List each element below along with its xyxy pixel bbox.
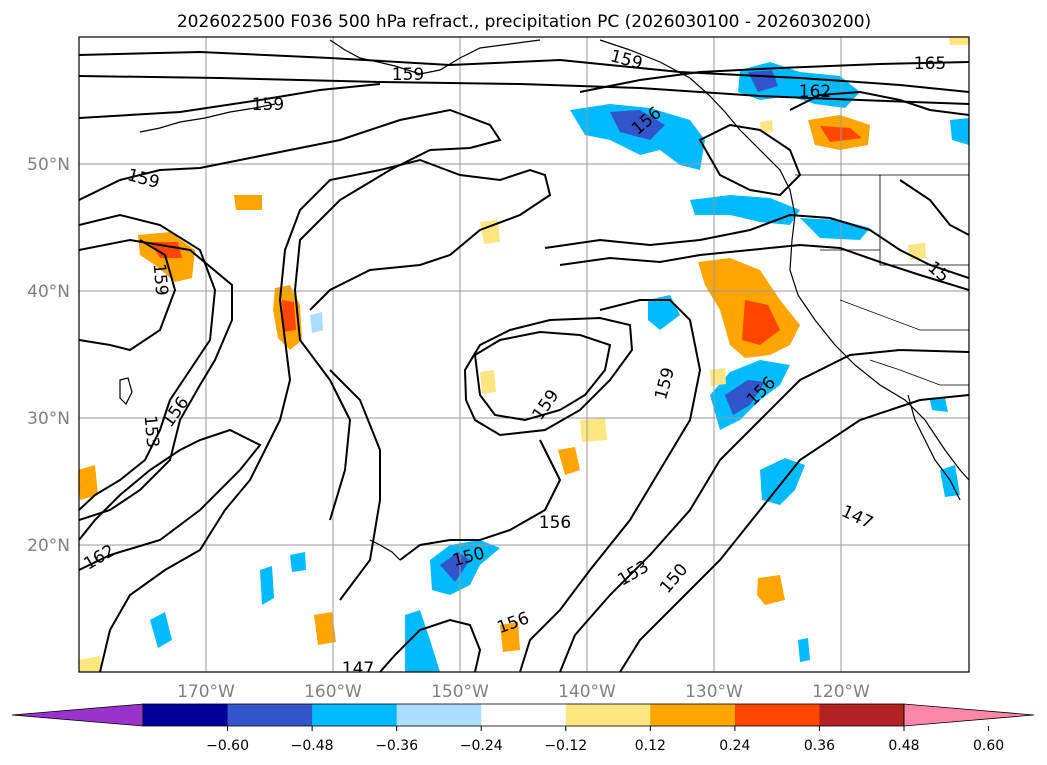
- lat-label: 40°N: [27, 282, 70, 302]
- contour-label: 159: [252, 95, 284, 115]
- colorbar-tick-label: 0.12: [635, 738, 666, 754]
- colorbar-tick-label: −0.24: [460, 738, 503, 754]
- contour-label: 153: [140, 415, 163, 449]
- refractivity-contours: [79, 50, 969, 672]
- colorbar-outline: [142, 703, 905, 727]
- lon-label: 160°W: [304, 682, 362, 702]
- map-frame: [78, 36, 970, 673]
- map-area: 159 159 165 162 156 159 159 156 153 159 …: [79, 37, 969, 679]
- colorbar-tick-label: 0.60: [973, 738, 1004, 754]
- colorbar-tick-label: 0.48: [888, 738, 919, 754]
- lon-label: 120°W: [812, 682, 870, 702]
- lat-label: 20°N: [27, 536, 70, 556]
- latitude-labels: 50°N 40°N 30°N 20°N: [27, 155, 70, 556]
- contour-label: 159: [149, 263, 172, 297]
- colorbar-tick-label: 0.36: [804, 738, 835, 754]
- precipitation-fill: [79, 37, 969, 672]
- colorbar-segment: [481, 704, 567, 726]
- colorbar-segment: [734, 704, 820, 726]
- colorbar-segment: [819, 704, 905, 726]
- lon-label: 140°W: [558, 682, 616, 702]
- contour-label: 159: [392, 65, 424, 85]
- colorbar-tick-label: −0.48: [291, 738, 334, 754]
- figure-title: 2026022500 F036 500 hPa refract., precip…: [177, 12, 871, 32]
- contour-label: 162: [799, 82, 831, 102]
- lon-label: 130°W: [685, 682, 743, 702]
- colorbar-extend-low: [11, 703, 144, 727]
- contour-label: 165: [914, 54, 946, 74]
- colorbar-segment: [565, 704, 651, 726]
- longitude-labels: 170°W 160°W 150°W 140°W 130°W 120°W: [177, 682, 870, 702]
- contour-label: 156: [539, 513, 571, 533]
- colorbar: −0.60 −0.48 −0.36 −0.24 −0.12 0.12 0.24 0.36 0.4…: [11, 703, 1035, 754]
- colorbar-segment: [312, 704, 398, 726]
- colorbar-segment: [396, 704, 482, 726]
- colorbar-extend-high: [903, 703, 1035, 727]
- coastlines: [119, 39, 969, 561]
- colorbar-tick-label: −0.60: [206, 738, 249, 754]
- colorbar-segment: [143, 704, 229, 726]
- lat-label: 50°N: [27, 155, 70, 175]
- colorbar-tick-label: −0.12: [544, 738, 587, 754]
- lat-label: 30°N: [27, 409, 70, 429]
- colorbar-segment: [227, 704, 313, 726]
- colorbar-tick-label: −0.36: [375, 738, 418, 754]
- lon-label: 150°W: [431, 682, 489, 702]
- lon-label: 170°W: [177, 682, 235, 702]
- colorbar-segment: [650, 704, 736, 726]
- contour-label: 147: [342, 659, 374, 679]
- colorbar-tick-label: 0.24: [719, 738, 750, 754]
